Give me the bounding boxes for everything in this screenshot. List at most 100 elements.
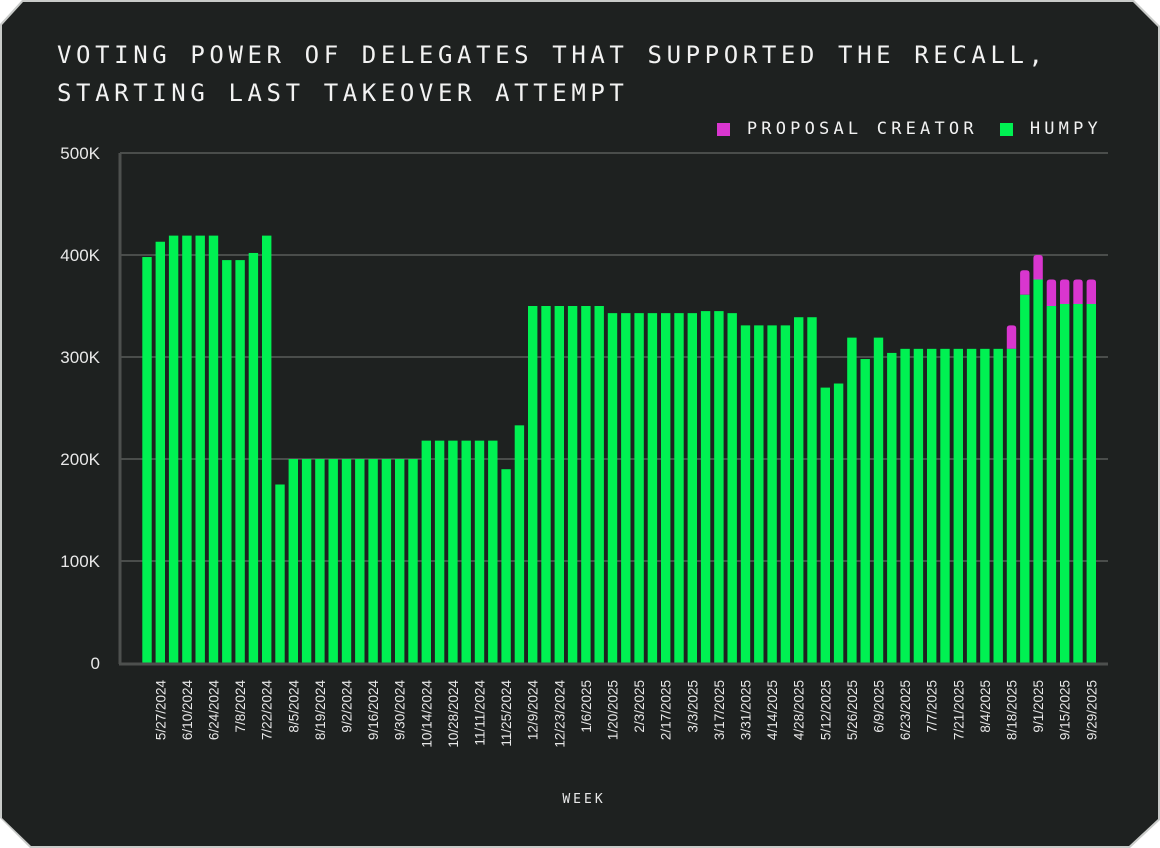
x-tick-label: 7/21/2025 [951,680,966,740]
bar-proposal-creator [1060,279,1070,304]
bar-humpy [328,459,338,663]
bar-humpy [355,459,365,663]
y-tick-label: 300K [60,348,100,367]
bar-humpy [341,459,352,663]
legend-label-humpy: HUMPY [1029,119,1102,139]
bar-humpy [434,440,445,663]
x-tick-label: 10/28/2024 [446,680,461,748]
bar-humpy [634,313,644,663]
x-tick-label: 12/23/2024 [552,680,567,748]
bar-humpy [421,440,431,663]
x-tick-label: 9/1/2025 [1031,680,1046,733]
bar-humpy [887,352,897,663]
bar-humpy [794,317,804,663]
y-axis-tick-labels: 0 100K 200K 300K 400K 500K [60,144,100,673]
x-tick-label: 5/12/2025 [818,680,833,740]
x-tick-label: 9/30/2024 [393,680,408,741]
x-tick-label: 6/23/2025 [898,680,913,740]
x-tick-label: 4/28/2025 [792,680,807,740]
x-tick-label: 11/25/2024 [499,680,514,747]
bar-proposal-creator [1073,279,1083,304]
bar-humpy [581,306,591,663]
x-tick-label: 1/20/2025 [606,680,621,740]
bar-humpy [248,252,259,663]
x-tick-label: 9/15/2025 [1058,680,1073,740]
bar-humpy [288,459,298,663]
chart-title: VOTING POWER OF DELEGATES THAT SUPPORTED… [57,36,1048,112]
x-tick-label: 7/22/2024 [260,680,275,741]
bar-humpy [754,325,764,663]
bar-humpy [262,235,272,663]
bar-proposal-creator [1020,270,1030,295]
bar-humpy [873,337,884,663]
x-tick-label: 8/19/2024 [313,680,328,741]
bar-humpy [368,459,378,663]
bar-humpy [700,311,711,663]
bar-proposal-creator [1086,279,1096,304]
bar-humpy [767,325,777,663]
x-tick-label: 1/6/2025 [579,680,594,733]
chart-title-line-1: VOTING POWER OF DELEGATES THAT SUPPORTED… [57,41,1048,69]
bar-humpy [1060,303,1070,663]
bar-humpy [235,260,245,663]
bar-humpy [913,348,924,663]
bar-humpy [966,348,977,663]
bar-humpy [727,313,737,663]
bar-humpy [780,325,791,663]
bar-humpy [1086,303,1096,663]
bar-humpy [820,387,830,663]
bar-humpy [860,359,870,663]
bar-humpy [621,313,631,663]
x-tick-label: 9/16/2024 [366,680,381,741]
y-tick-label: 0 [91,654,100,673]
bar-humpy [488,440,498,663]
bar-humpy [155,241,165,664]
bar-humpy [661,313,671,663]
bar-humpy [222,260,232,663]
bar-humpy [275,484,285,663]
legend-item-humpy: HUMPY [999,119,1102,139]
x-tick-label: 12/9/2024 [526,680,541,741]
bar-humpy [900,348,910,663]
x-tick-label: 8/5/2024 [286,680,301,733]
bar-humpy [514,425,525,663]
x-tick-label: 7/8/2024 [233,680,248,733]
bar-humpy [807,317,817,663]
bar-humpy [953,348,963,663]
x-axis-tick-labels: 5/27/2024 6/10/2024 6/24/2024 7/8/2024 7/22/… [153,680,1099,748]
bar-humpy [142,257,152,663]
bar-humpy [740,325,751,663]
x-tick-label: 11/11/2024 [473,680,488,746]
x-tick-label: 5/26/2025 [845,680,860,740]
axes [118,152,1108,666]
bar-humpy [461,440,471,663]
bar-humpy [1073,303,1083,663]
x-tick-label: 2/17/2025 [659,680,674,740]
bar-humpy [182,235,192,663]
x-axis-title: WEEK [562,792,605,807]
bar-humpy [168,235,179,663]
legend-swatch-humpy [999,122,1013,136]
bar-proposal-creator [1006,325,1017,349]
bar-humpy [541,306,551,663]
bar-humpy [674,313,684,663]
legend-item-proposal-creator: PROPOSAL CREATOR [716,119,978,139]
x-tick-label: 5/27/2024 [153,680,168,741]
x-tick-label: 10/14/2024 [419,680,434,748]
bar-humpy [474,440,485,663]
bar-proposal-creator [1046,279,1057,306]
legend-swatch-proposal-creator [716,122,730,136]
bar-humpy [687,313,697,663]
x-tick-label: 8/4/2025 [978,680,993,733]
bar-humpy [381,459,392,663]
bar-humpy [714,311,724,663]
x-tick-label: 9/29/2025 [1084,680,1099,740]
bar-humpy [567,306,578,663]
bar-humpy [833,383,844,663]
y-tick-label: 100K [60,552,100,571]
x-tick-label: 9/2/2024 [340,680,355,733]
bar-humpy [594,306,604,663]
x-tick-label: 6/9/2025 [872,680,887,733]
chart-legend: PROPOSAL CREATOR HUMPY [695,119,1102,139]
x-tick-label: 8/18/2025 [1005,680,1020,740]
